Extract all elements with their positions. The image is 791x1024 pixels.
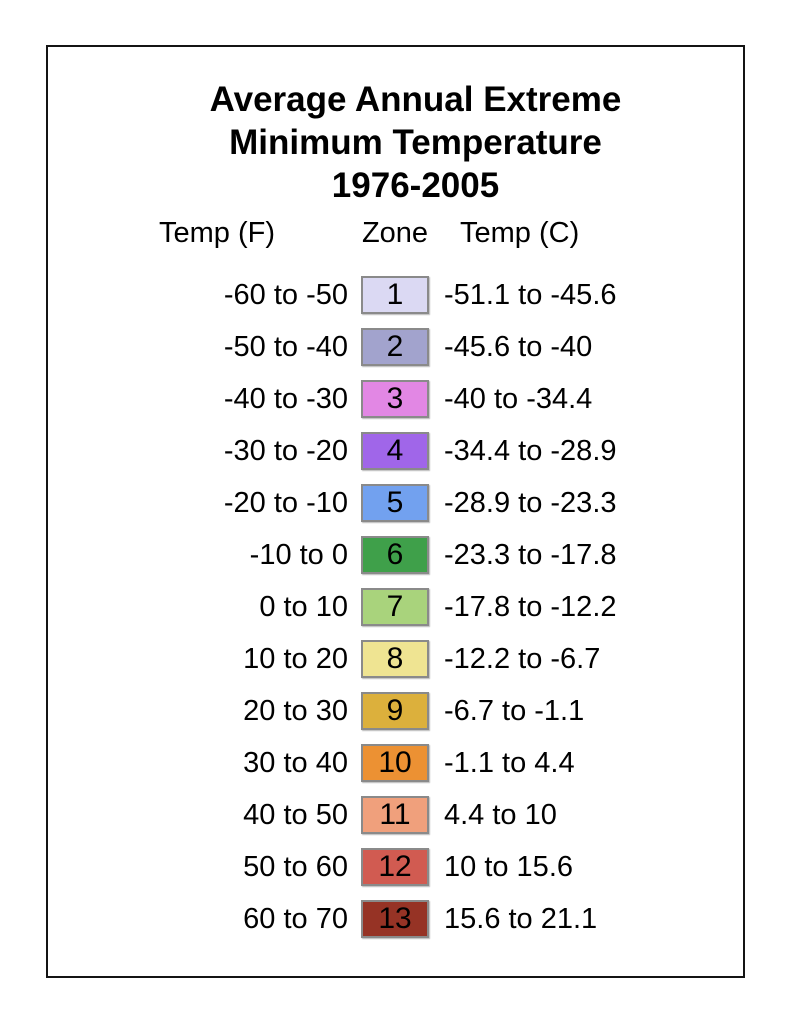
title-line-1: Average Annual Extreme [209, 80, 622, 119]
zone-swatch-cell: 11 [348, 796, 442, 834]
zone-row: -50 to -40 2 -45.6 to -40 [86, 321, 743, 373]
zone-number: 2 [386, 330, 404, 363]
zone-swatch-cell: 3 [348, 380, 442, 418]
zone-number: 13 [378, 902, 412, 935]
zone-row: 0 to 10 7 -17.8 to -12.2 [86, 581, 743, 633]
temp-c-range: -34.4 to -28.9 [444, 434, 617, 467]
temp-c-range: -45.6 to -40 [444, 330, 593, 363]
zone-swatch-cell: 1 [348, 276, 442, 314]
zone-swatch-cell: 5 [348, 484, 442, 522]
zone-swatch-cell: 4 [348, 432, 442, 470]
zone-color-swatch: 6 [361, 536, 429, 574]
temp-c-range: -51.1 to -45.6 [444, 278, 617, 311]
temp-c-range: -1.1 to 4.4 [444, 746, 575, 779]
zone-row: -30 to -20 4 -34.4 to -28.9 [86, 425, 743, 477]
zone-row: -60 to -50 1 -51.1 to -45.6 [86, 269, 743, 321]
zone-color-swatch: 2 [361, 328, 429, 366]
zone-number: 7 [386, 590, 404, 623]
zone-swatch-cell: 8 [348, 640, 442, 678]
temp-f-range: 30 to 40 [243, 746, 348, 779]
zone-row: 30 to 40 10 -1.1 to 4.4 [86, 737, 743, 789]
temp-c-range: -23.3 to -17.8 [444, 538, 617, 571]
zone-number: 5 [386, 486, 404, 519]
zone-number: 8 [386, 642, 404, 675]
zone-color-swatch: 1 [361, 276, 429, 314]
zone-swatch-cell: 9 [348, 692, 442, 730]
zone-color-swatch: 7 [361, 588, 429, 626]
temp-f-range: -20 to -10 [223, 486, 348, 519]
zone-number: 10 [378, 746, 412, 779]
temp-c-range: -40 to -34.4 [444, 382, 593, 415]
header-temp-f: Temp (F) [159, 216, 275, 249]
zone-number: 11 [379, 798, 411, 831]
temp-c-range: -28.9 to -23.3 [444, 486, 617, 519]
zone-number: 1 [386, 278, 404, 311]
zone-swatch-cell: 7 [348, 588, 442, 626]
zone-swatch-cell: 2 [348, 328, 442, 366]
zone-number: 4 [386, 434, 404, 467]
temp-f-range: -50 to -40 [223, 330, 348, 363]
zone-color-swatch: 13 [361, 900, 429, 938]
zone-color-swatch: 8 [361, 640, 429, 678]
temp-c-range: 15.6 to 21.1 [444, 902, 598, 935]
temp-c-range: 4.4 to 10 [444, 798, 557, 831]
zone-row: 10 to 20 8 -12.2 to -6.7 [86, 633, 743, 685]
legend-frame: Average Annual Extreme Minimum Temperatu… [46, 45, 745, 978]
column-headers: Temp (F) Zone Temp (C) [86, 213, 743, 253]
zone-swatch-cell: 10 [348, 744, 442, 782]
zone-row: -20 to -10 5 -28.9 to -23.3 [86, 477, 743, 529]
temp-f-range: -30 to -20 [223, 434, 348, 467]
zone-number: 6 [386, 538, 404, 571]
temp-c-range: -12.2 to -6.7 [444, 642, 601, 675]
temp-f-range: 20 to 30 [243, 694, 348, 727]
header-temp-c: Temp (C) [460, 216, 580, 249]
zone-swatch-cell: 12 [348, 848, 442, 886]
zone-color-swatch: 9 [361, 692, 429, 730]
temp-f-range: 50 to 60 [243, 850, 348, 883]
zone-swatch-cell: 13 [348, 900, 442, 938]
temp-c-range: -6.7 to -1.1 [444, 694, 585, 727]
zone-row: 60 to 70 13 15.6 to 21.1 [86, 893, 743, 945]
temp-f-range: -40 to -30 [223, 382, 348, 415]
zone-number: 12 [378, 850, 412, 883]
temp-f-range: -10 to 0 [249, 538, 348, 571]
zone-row: -10 to 0 6 -23.3 to -17.8 [86, 529, 743, 581]
temp-f-range: 60 to 70 [243, 902, 348, 935]
zone-row: -40 to -30 3 -40 to -34.4 [86, 373, 743, 425]
zone-color-swatch: 4 [361, 432, 429, 470]
legend-title: Average Annual Extreme Minimum Temperatu… [48, 78, 743, 207]
temp-f-range: 10 to 20 [243, 642, 348, 675]
zone-row: 50 to 60 12 10 to 15.6 [86, 841, 743, 893]
header-zone: Zone [361, 216, 429, 249]
zone-number: 3 [386, 382, 404, 415]
temp-f-range: 40 to 50 [243, 798, 348, 831]
temp-c-range: -17.8 to -12.2 [444, 590, 617, 623]
zone-color-swatch: 10 [361, 744, 429, 782]
title-line-3: 1976-2005 [331, 166, 500, 205]
title-line-2: Minimum Temperature [229, 123, 602, 162]
zone-color-swatch: 12 [361, 848, 429, 886]
zone-color-swatch: 5 [361, 484, 429, 522]
temp-f-range: 0 to 10 [259, 590, 348, 623]
temp-f-range: -60 to -50 [223, 278, 348, 311]
zone-number: 9 [386, 694, 404, 727]
zone-rows: -60 to -50 1 -51.1 to -45.6 -50 to -40 2… [48, 269, 743, 945]
zone-row: 40 to 50 11 4.4 to 10 [86, 789, 743, 841]
zone-color-swatch: 11 [361, 796, 429, 834]
zone-swatch-cell: 6 [348, 536, 442, 574]
zone-color-swatch: 3 [361, 380, 429, 418]
temp-c-range: 10 to 15.6 [444, 850, 573, 883]
zone-row: 20 to 30 9 -6.7 to -1.1 [86, 685, 743, 737]
